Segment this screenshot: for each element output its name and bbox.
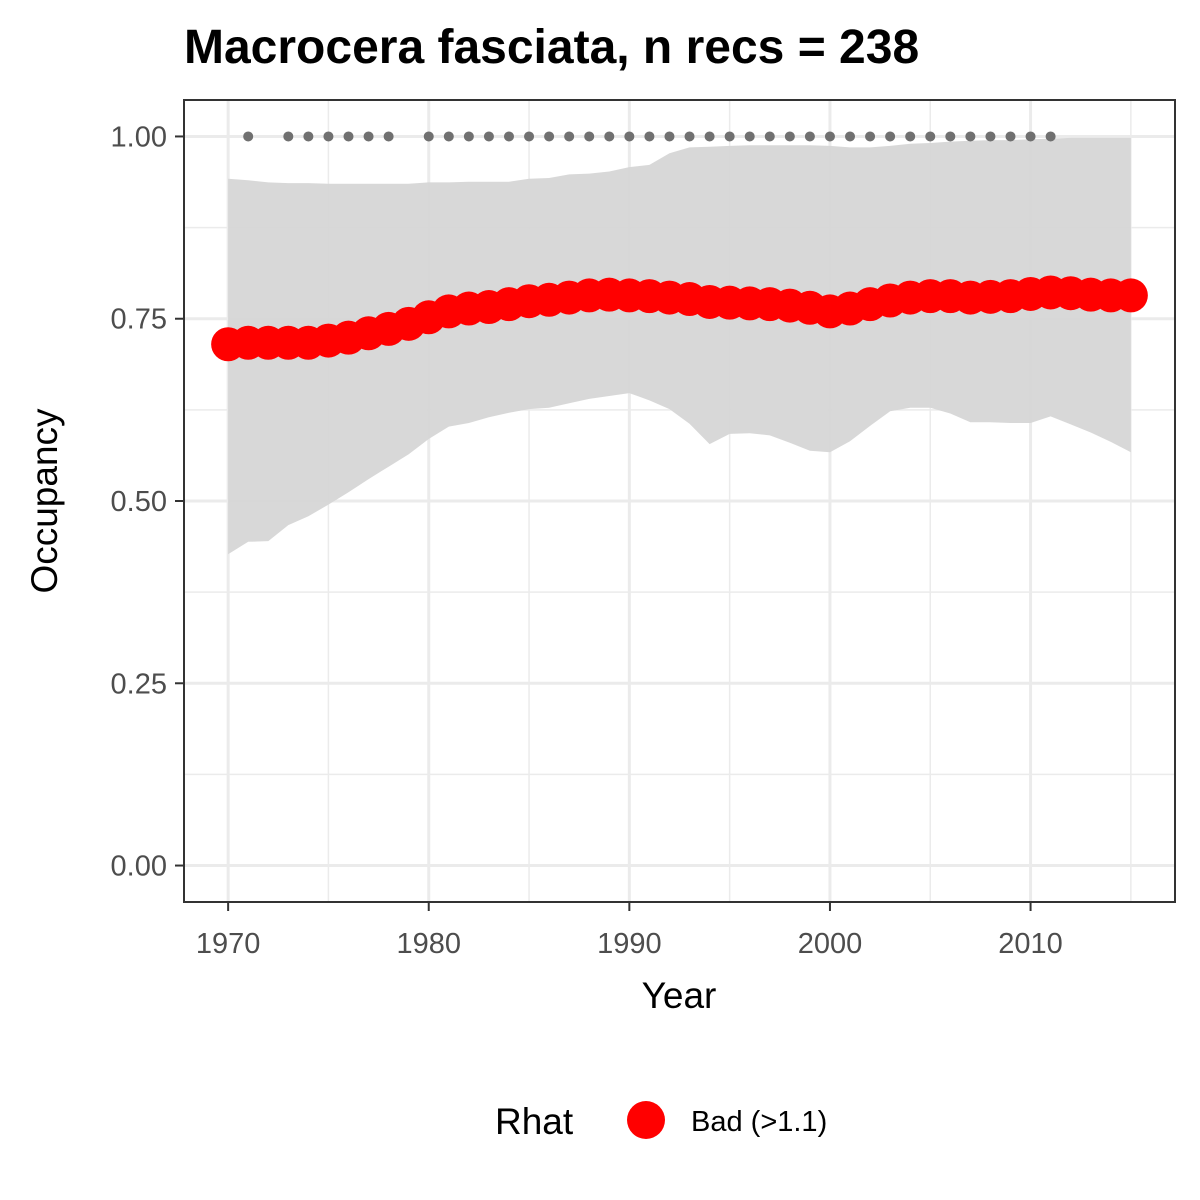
record-dot xyxy=(1005,131,1016,142)
axis-ticks: 1970 1980 1990 2000 2010 0.00 0.25 0.50 0.75 1.00 xyxy=(111,121,1063,960)
record-dot xyxy=(423,131,434,142)
legend-title: Rhat xyxy=(495,1101,574,1142)
y-axis-title: Occupancy xyxy=(24,408,65,594)
record-dot xyxy=(283,131,294,142)
record-dot xyxy=(764,131,775,142)
record-dot xyxy=(804,131,815,142)
record-dot xyxy=(784,131,795,142)
record-dot xyxy=(624,131,635,142)
ribbon-area xyxy=(228,137,1131,555)
record-dot xyxy=(323,131,334,142)
record-dot xyxy=(604,131,615,142)
credible-interval-ribbon xyxy=(228,137,1131,555)
record-dot xyxy=(1045,131,1056,142)
occupancy-points xyxy=(211,275,1148,362)
record-dot xyxy=(905,131,916,142)
legend-key-bad xyxy=(627,1101,665,1139)
record-dot xyxy=(564,131,575,142)
y-tick-label: 0.50 xyxy=(111,486,167,518)
x-tick-label: 2000 xyxy=(798,928,863,960)
y-tick-label: 1.00 xyxy=(111,121,167,153)
record-dot xyxy=(744,131,755,142)
record-dot xyxy=(503,131,514,142)
record-dot xyxy=(383,131,394,142)
record-dot xyxy=(945,131,956,142)
legend: Rhat Bad (>1.1) xyxy=(495,1101,827,1142)
record-dots xyxy=(243,131,1056,142)
record-dot xyxy=(1025,131,1036,142)
record-dot xyxy=(684,131,695,142)
record-dot xyxy=(644,131,655,142)
x-tick-label: 2010 xyxy=(998,928,1063,960)
record-dot xyxy=(303,131,314,142)
record-dot xyxy=(965,131,976,142)
record-dot xyxy=(463,131,474,142)
record-dot xyxy=(724,131,735,142)
y-tick-label: 0.00 xyxy=(111,851,167,883)
record-dot xyxy=(845,131,856,142)
record-dot xyxy=(343,131,354,142)
record-dot xyxy=(865,131,876,142)
record-dot xyxy=(824,131,835,142)
x-tick-label: 1990 xyxy=(597,928,662,960)
x-tick-label: 1970 xyxy=(196,928,261,960)
record-dot xyxy=(985,131,996,142)
x-tick-label: 1980 xyxy=(396,928,461,960)
record-dot xyxy=(544,131,555,142)
legend-label-bad: Bad (>1.1) xyxy=(691,1106,827,1138)
y-tick-label: 0.75 xyxy=(111,304,167,336)
record-dot xyxy=(704,131,715,142)
record-dot xyxy=(925,131,936,142)
record-dot xyxy=(664,131,675,142)
x-axis-title: Year xyxy=(642,975,717,1016)
y-tick-label: 0.25 xyxy=(111,668,167,700)
chart-title: Macrocera fasciata, n recs = 238 xyxy=(184,21,919,74)
record-dot xyxy=(443,131,454,142)
record-dot xyxy=(584,131,595,142)
data-point xyxy=(1113,278,1148,313)
record-dot xyxy=(483,131,494,142)
record-dot xyxy=(243,131,254,142)
record-dot xyxy=(363,131,374,142)
record-dot xyxy=(524,131,535,142)
record-dot xyxy=(885,131,896,142)
